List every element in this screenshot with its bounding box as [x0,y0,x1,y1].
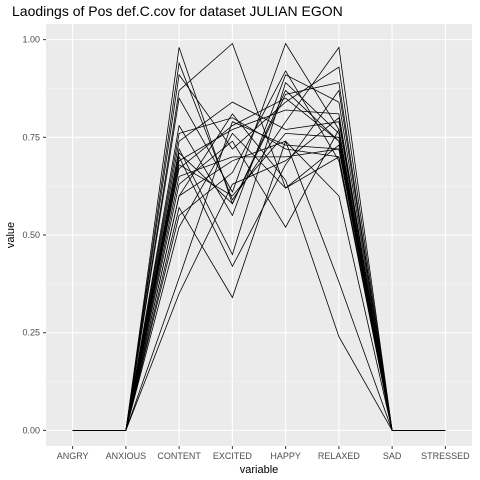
chart-title: Laodings of Pos def.C.cov for dataset JU… [12,3,343,19]
x-axis: ANGRY ANXIOUS CONTENT EXCITED HAPPY RELAXED SA… [57,446,470,461]
x-tick-label: SAD [383,451,402,461]
x-tick-label: CONTENT [157,451,201,461]
y-tick-label: 0.75 [22,132,40,142]
series-line [72,121,446,431]
series-line [72,140,446,431]
series-lines [72,42,446,431]
y-tick-label: 0.25 [22,328,40,338]
x-tick-label: RELAXED [318,451,361,461]
y-tick-label: 0.00 [22,425,40,435]
grid-major [46,24,472,446]
x-axis-title: variable [240,464,279,476]
y-axis: 0.00 0.25 0.50 0.75 1.00 [22,35,46,435]
y-tick-label: 0.50 [22,230,40,240]
x-tick-label: HAPPY [270,451,301,461]
y-axis-title: value [5,222,17,248]
y-tick-label: 1.00 [22,35,40,45]
x-tick-label: EXCITED [213,451,253,461]
x-tick-label: ANXIOUS [106,451,147,461]
grid-minor [46,88,472,382]
x-tick-label: ANGRY [57,451,89,461]
x-tick-label: STRESSED [421,451,470,461]
series-line [72,117,446,431]
